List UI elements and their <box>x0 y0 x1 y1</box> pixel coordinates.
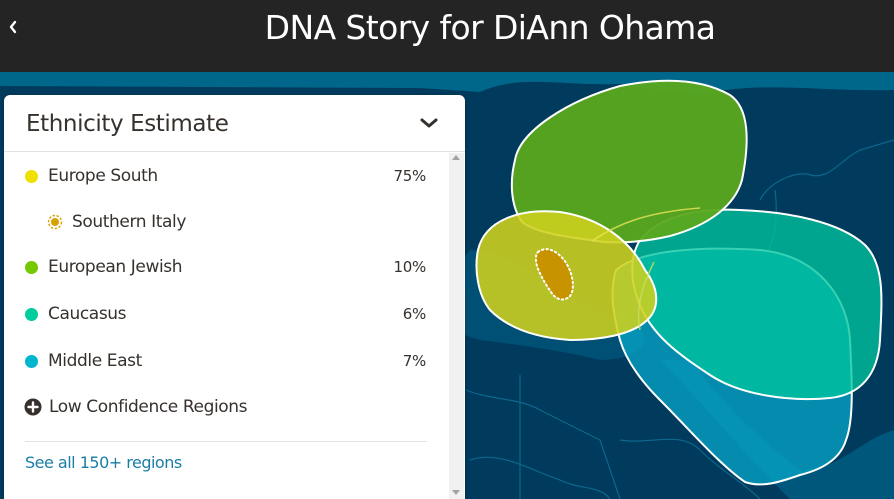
region-name: Middle East <box>48 351 142 371</box>
region-shape-southern-italy[interactable] <box>534 248 574 301</box>
panel-header: Ethnicity Estimate <box>4 95 465 152</box>
region-row-caucasus[interactable]: Caucasus 6% <box>4 296 449 332</box>
scroll-down-arrow-icon[interactable] <box>452 490 460 495</box>
color-dot <box>25 260 38 274</box>
back-button[interactable] <box>4 14 22 40</box>
region-percent: 10% <box>393 258 427 276</box>
region-row-europe-south[interactable]: Europe South 75% <box>4 158 449 194</box>
region-row-middle-east[interactable]: Middle East 7% <box>4 343 449 379</box>
region-percent: 75% <box>393 167 427 185</box>
subregion-name: Southern Italy <box>72 212 187 232</box>
region-percent: 7% <box>402 352 427 370</box>
divider <box>25 441 427 442</box>
panel-title: Ethnicity Estimate <box>26 111 229 137</box>
region-name: Caucasus <box>48 304 127 324</box>
color-dot <box>25 169 38 183</box>
region-percent: 6% <box>402 305 427 323</box>
subregion-row-southern-italy[interactable]: Southern Italy <box>4 204 449 240</box>
scroll-up-arrow-icon[interactable] <box>452 155 460 160</box>
color-dot <box>25 354 38 368</box>
chevron-down-icon <box>420 118 438 128</box>
low-confidence-toggle[interactable]: Low Confidence Regions <box>4 389 449 425</box>
collapse-button[interactable] <box>416 112 442 134</box>
scrollbar[interactable] <box>449 153 464 499</box>
chevron-left-icon <box>9 20 17 34</box>
region-list: Europe South 75% Southern Italy European… <box>4 153 449 499</box>
region-row-european-jewish[interactable]: European Jewish 10% <box>4 249 449 285</box>
plus-circle-icon <box>24 398 42 416</box>
region-name: Europe South <box>48 166 158 186</box>
low-confidence-label: Low Confidence Regions <box>49 397 248 417</box>
page-title: DNA Story for DiAnn Ohama <box>264 8 716 47</box>
region-name: European Jewish <box>48 257 183 277</box>
ethnicity-estimate-panel: Ethnicity Estimate Europe South 75% Sout… <box>4 95 465 499</box>
region-shape-caucasus[interactable] <box>631 208 883 401</box>
top-bar: DNA Story for DiAnn Ohama <box>0 0 894 72</box>
color-dot <box>25 307 38 321</box>
target-dot-icon <box>47 214 63 230</box>
see-all-regions-link[interactable]: See all 150+ regions <box>25 453 182 472</box>
